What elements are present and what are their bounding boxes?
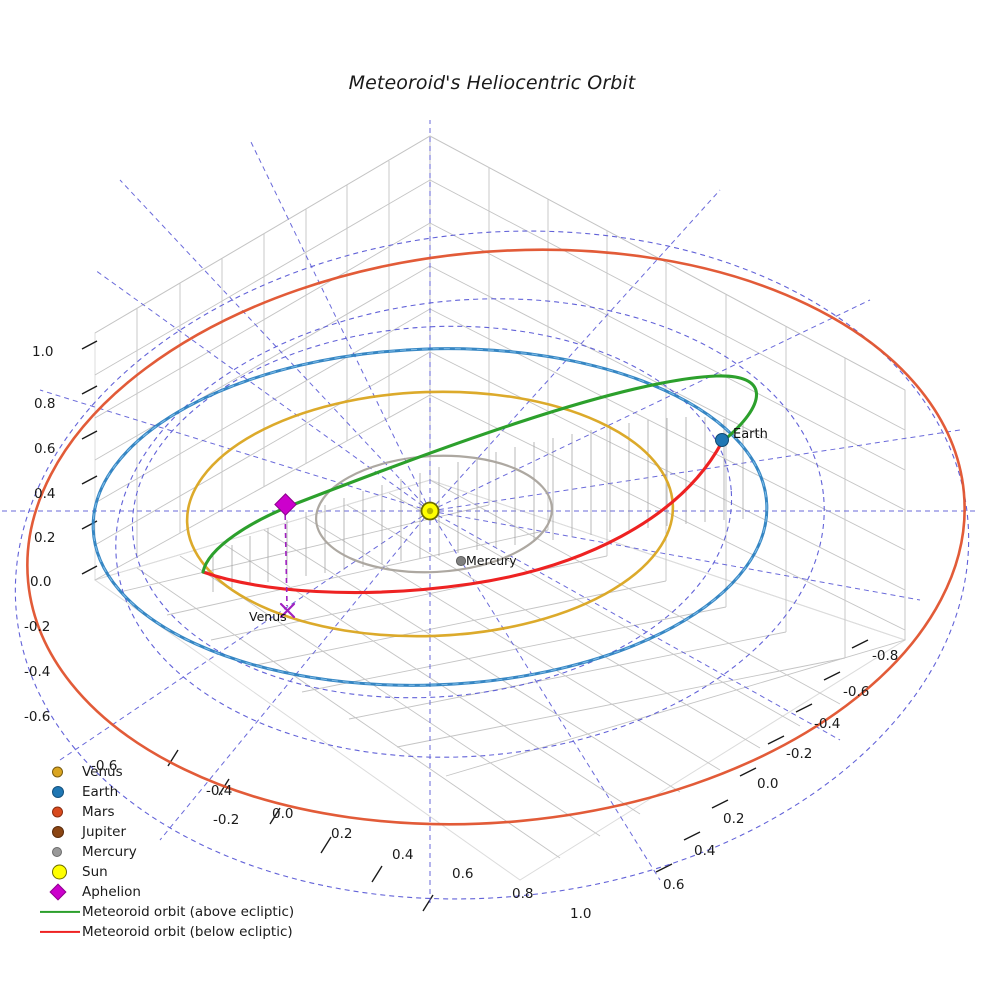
- z-tick-1: 0.8: [34, 396, 56, 412]
- legend-item-meteoroid-below[interactable]: Meteoroid orbit (below ecliptic): [38, 922, 308, 942]
- y-tick-5: 0.2: [723, 811, 745, 827]
- legend-item-aphelion[interactable]: Aphelion: [38, 882, 308, 902]
- legend-label-mercury: Mercury: [82, 844, 137, 860]
- y-tick-3: -0.2: [786, 746, 813, 762]
- venus-orbit: [185, 390, 675, 638]
- legend-label-aphelion: Aphelion: [82, 884, 141, 900]
- legend-label-meteoroid-below: Meteoroid orbit (below ecliptic): [82, 924, 293, 940]
- mercury-orbit: [315, 454, 553, 574]
- y-tick-2: -0.4: [814, 716, 841, 732]
- mercury-marker-icon: [38, 842, 82, 862]
- y-tick-1: -0.6: [843, 684, 870, 700]
- z-tick-7: -0.4: [24, 664, 51, 680]
- aphelion-marker: [274, 493, 297, 516]
- legend-label-meteoroid-above: Meteoroid orbit (above ecliptic): [82, 904, 295, 920]
- mars-orbit: [26, 248, 966, 826]
- y-tick-0: -0.8: [872, 648, 899, 664]
- earth-orbit-dash-overlay: [92, 348, 768, 686]
- page-title: Meteoroid's Heliocentric Orbit: [348, 72, 636, 94]
- sun-marker-icon: [38, 862, 82, 882]
- legend-label-sun: Sun: [82, 864, 108, 880]
- x-tick-2: -0.2: [213, 812, 240, 828]
- tick-marks: [81, 340, 869, 912]
- meteoroid-orbit-above-ecliptic: [201, 374, 759, 574]
- legend-item-mercury[interactable]: Mercury: [38, 842, 308, 862]
- legend-label-venus: Venus: [82, 764, 123, 780]
- legend-label-earth: Earth: [82, 784, 119, 800]
- meteoroid-above-line-icon: [38, 902, 82, 922]
- grid-floor: [123, 479, 906, 859]
- jupiter-marker-icon: [38, 822, 82, 842]
- sun-marker: [420, 501, 440, 521]
- venus-annotation: Venus: [249, 609, 287, 624]
- z-tick-2: 0.6: [34, 441, 56, 457]
- earth-annotation: Earth: [733, 427, 768, 442]
- mars-marker-icon: [38, 802, 82, 822]
- z-tick-6: -0.2: [24, 619, 51, 635]
- legend-label-mars: Mars: [82, 804, 115, 820]
- legend-item-venus[interactable]: Venus: [38, 762, 308, 782]
- x-tick-5: 0.4: [392, 847, 414, 863]
- x-tick-6: 0.6: [452, 866, 474, 882]
- z-tick-5: 0.0: [30, 574, 52, 590]
- aphelion-drop-line: [284, 505, 288, 607]
- legend-item-jupiter[interactable]: Jupiter: [38, 822, 308, 842]
- legend: Venus Earth Mars Jupiter Mercury: [38, 762, 308, 942]
- meteoroid-orbit-below-ecliptic: [201, 440, 724, 595]
- y-tick-7: 0.6: [663, 877, 685, 893]
- venus-projection-marker: [279, 602, 296, 619]
- z-tick-3: 0.4: [34, 486, 56, 502]
- mercury-marker: [455, 555, 467, 567]
- x-tick-7: 0.8: [512, 886, 534, 902]
- x-tick-8: 1.0: [570, 906, 592, 922]
- legend-item-meteoroid-above[interactable]: Meteoroid orbit (above ecliptic): [38, 902, 308, 922]
- legend-item-mars[interactable]: Mars: [38, 802, 308, 822]
- y-tick-6: 0.4: [694, 843, 716, 859]
- grid-back-left: [94, 135, 431, 581]
- legend-label-jupiter: Jupiter: [82, 824, 127, 840]
- x-tick-4: 0.2: [331, 826, 353, 842]
- z-tick-0: 1.0: [32, 344, 54, 360]
- legend-item-sun[interactable]: Sun: [38, 862, 308, 882]
- z-tick-8: -0.6: [24, 709, 51, 725]
- mercury-annotation: Mercury: [466, 553, 517, 568]
- aphelion-marker-icon: [38, 882, 82, 902]
- earth-marker: [715, 433, 729, 447]
- venus-marker-icon: [38, 762, 82, 782]
- x-tick-3: 0.0: [272, 806, 294, 822]
- meteoroid-below-line-icon: [38, 922, 82, 942]
- earth-marker-icon: [38, 782, 82, 802]
- z-tick-4: 0.2: [34, 530, 56, 546]
- x-tick-1: -0.4: [206, 783, 233, 799]
- ecliptic-reference-lines: [14, 230, 970, 900]
- y-tick-4: 0.0: [757, 776, 779, 792]
- radial-reference-lines: [0, 120, 975, 905]
- legend-item-earth[interactable]: Earth: [38, 782, 308, 802]
- x-tick-0: -0.6: [91, 758, 118, 774]
- grid-back-right: [429, 135, 906, 658]
